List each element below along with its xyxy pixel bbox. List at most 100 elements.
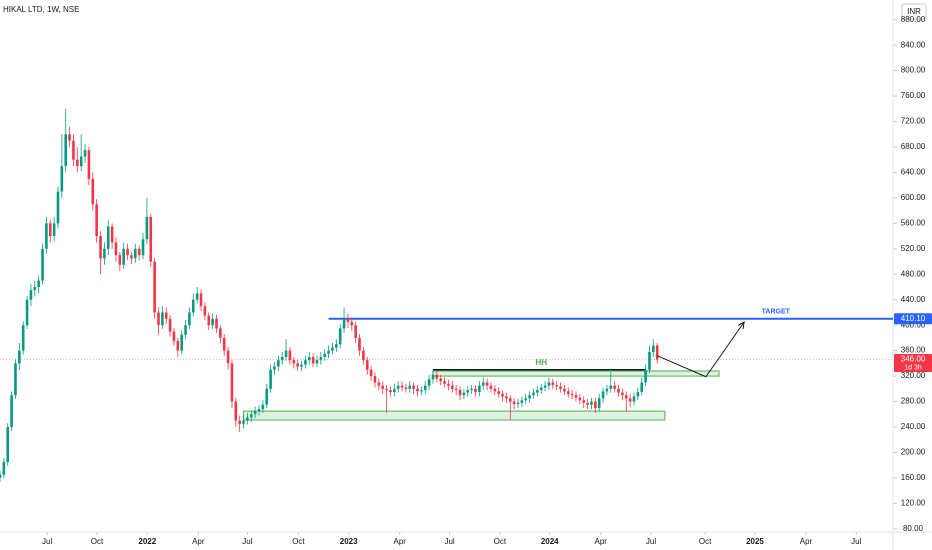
y-tick-label: 680.00 (901, 142, 926, 151)
candle-body (242, 420, 245, 424)
candle-body (280, 357, 284, 361)
candle-body (385, 388, 388, 391)
candle-body (381, 385, 385, 389)
candle-body (68, 134, 71, 141)
x-tick-label: Jul (646, 537, 656, 546)
candle-body (29, 290, 33, 300)
x-tick-label: Oct (494, 537, 507, 546)
candle-body (48, 223, 52, 237)
candle-body (304, 360, 307, 365)
currency[interactable]: INR (907, 7, 921, 16)
candle-body (590, 401, 593, 405)
candle-body (311, 357, 315, 364)
candle-body (524, 398, 528, 401)
candle-body (222, 337, 226, 351)
x-tick-label: Apr (192, 537, 205, 546)
candle-body (307, 357, 311, 361)
candle-body (277, 360, 280, 367)
candle-body (164, 312, 168, 319)
candle-body (141, 239, 145, 256)
candle-body (95, 204, 98, 237)
candle-body (621, 392, 624, 396)
candle-body (420, 390, 423, 392)
candle-body (45, 223, 48, 249)
candle-body (261, 404, 265, 410)
candle-body (114, 242, 118, 256)
price-label-box (894, 354, 932, 373)
candle-body (609, 385, 613, 389)
candle-body (648, 351, 651, 370)
candle-body (323, 353, 327, 357)
candle-body (292, 360, 296, 364)
candle-body (508, 398, 512, 402)
candle-body (365, 360, 369, 370)
candle-body (149, 217, 153, 262)
candle-body (563, 388, 566, 392)
y-tick-label: 840.00 (901, 40, 926, 49)
chart-title: HIKAL LTD, 1W, NSE (3, 5, 79, 14)
candle-body (377, 382, 381, 386)
candle-body (145, 217, 149, 240)
candle-body (408, 385, 412, 389)
candle-body (640, 382, 644, 392)
x-tick-label: Jul (851, 537, 861, 546)
currency-box[interactable] (901, 3, 927, 20)
candle-body (396, 385, 400, 389)
x-tick-label: Jul (42, 537, 52, 546)
candle-body (458, 390, 462, 396)
candle-body (566, 391, 570, 394)
candle-body (427, 379, 431, 386)
candle-body (559, 386, 562, 389)
candle-body (203, 306, 207, 316)
candle-body (443, 381, 446, 384)
candle-body (253, 411, 257, 415)
candle-body (485, 382, 489, 386)
x-tick-label: 2025 (746, 537, 764, 546)
candle-body (273, 366, 276, 370)
candle-body (450, 385, 454, 389)
x-tick-label: Oct (699, 537, 712, 546)
candle-body (126, 248, 129, 256)
candle-body (41, 248, 44, 281)
support-zone (432, 370, 720, 377)
candle-body (555, 385, 558, 387)
candle-body (191, 299, 195, 313)
candle-body (489, 385, 493, 389)
candle-body (644, 369, 647, 383)
y-tick-label: 240.00 (901, 422, 926, 431)
candle-body (520, 400, 524, 403)
candle-body (350, 322, 354, 326)
candle-body (613, 385, 616, 389)
candle-body (87, 150, 91, 179)
candle-body (211, 318, 214, 326)
candle-body (118, 255, 122, 265)
y-tick-label: 560.00 (901, 218, 926, 227)
candle-body (578, 397, 582, 401)
candle-body (246, 417, 249, 421)
candle-body (470, 388, 473, 391)
x-tick-label: Apr (800, 537, 813, 546)
candle-body (481, 382, 485, 386)
candle-body (184, 325, 187, 335)
candle-body (76, 159, 79, 167)
x-tick-label: Apr (595, 537, 608, 546)
candle-body (404, 387, 408, 389)
candle-body (215, 318, 218, 329)
candle-body (601, 391, 605, 399)
candle-body (369, 369, 373, 377)
candle-body (624, 395, 628, 399)
candle-body (153, 261, 156, 313)
candle-body (52, 223, 56, 237)
candle-body (505, 396, 508, 399)
y-tick-label: 760.00 (901, 91, 926, 100)
candle-body (14, 363, 17, 396)
candle-body (103, 248, 106, 259)
candle-body (219, 328, 222, 338)
candle-body (157, 312, 160, 326)
candle-body (176, 341, 180, 351)
candle-body (617, 388, 620, 393)
candle-body (188, 312, 191, 326)
candle-body (168, 318, 172, 332)
candle-body (110, 226, 114, 243)
